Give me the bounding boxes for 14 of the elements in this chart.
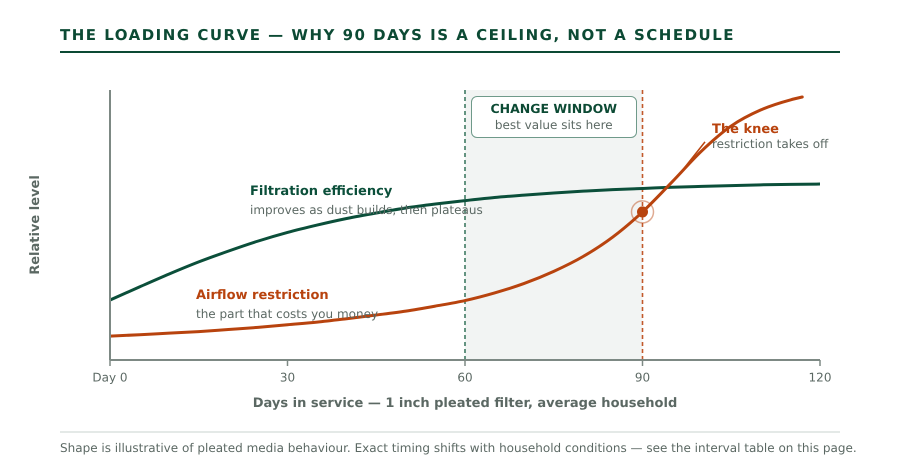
x-tick-label: 90 <box>634 370 650 385</box>
y-axis-title: Relative level <box>28 175 44 275</box>
band-label: CHANGE WINDOW <box>489 101 618 117</box>
x-tick-label: Day 0 <box>92 370 128 385</box>
x-axis-title: Days in service — 1 inch pleated filter, average household <box>252 396 678 412</box>
x-tick-label: 30 <box>280 370 296 385</box>
chart-title: THE LOADING CURVE — WHY 90 DAYS IS A CEILING, NOT A SCHEDULE <box>60 26 736 44</box>
annotation: restriction takes off <box>712 136 828 152</box>
x-tick-label: 60 <box>457 370 473 385</box>
series-label: Filtration efficiency <box>250 184 392 200</box>
x-tick-label: 120 <box>808 370 832 385</box>
series-label: Airflow restriction <box>196 288 329 304</box>
annotation: best value sits here <box>494 117 614 133</box>
text: Shape is illustrative of pleated media behaviour. Exact timing shifts with household conditions — see the interval table on this page. <box>60 440 857 456</box>
